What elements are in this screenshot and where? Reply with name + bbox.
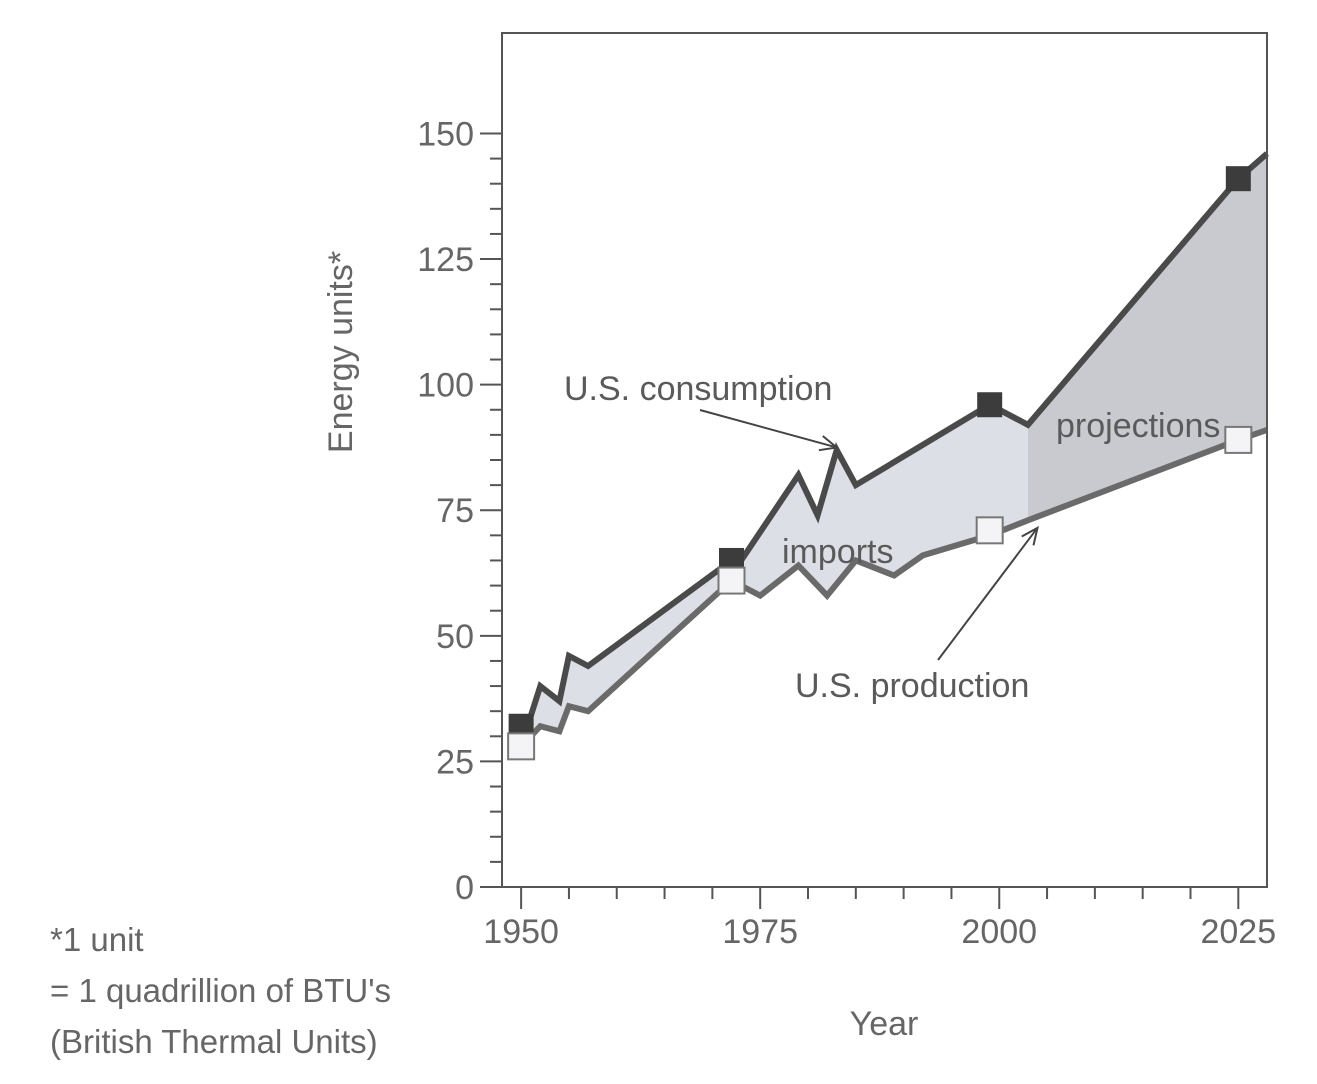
production-marker [717, 566, 746, 595]
y-tick-label: 0 [455, 869, 474, 907]
y-axis-title: Energy units* [322, 251, 360, 453]
series-markers [507, 166, 1253, 761]
x-tick-label: 1950 [483, 913, 559, 951]
footnote-unit: *1 unit [50, 921, 144, 958]
consumption-marker [977, 392, 1003, 418]
production-arrow-head [1021, 525, 1039, 546]
x-axis: 1950 1975 2000 2025 [483, 887, 1276, 951]
region-projections [1027, 153, 1267, 521]
x-tick-label: 2000 [961, 913, 1037, 951]
production-label: U.S. production [795, 667, 1029, 705]
consumption-arrow-head [818, 435, 840, 452]
x-axis-title: Year [850, 1005, 919, 1043]
region-imports [521, 404, 1028, 742]
y-tick-label: 125 [417, 241, 474, 279]
area-regions [521, 153, 1267, 742]
footnote-definition: = 1 quadrillion of BTU's [50, 972, 392, 1009]
consumption-label: U.S. consumption [564, 370, 832, 408]
footnote-btu: (British Thermal Units) [50, 1023, 378, 1060]
production-marker [975, 516, 1004, 545]
y-tick-label: 75 [436, 492, 474, 530]
production-arrow-line [937, 527, 1039, 661]
y-tick-label: 100 [417, 367, 474, 405]
consumption-marker [1225, 166, 1251, 192]
consumption-line [518, 151, 1269, 729]
x-tick-label: 2025 [1200, 913, 1276, 951]
production-marker [1224, 425, 1253, 454]
production-marker [507, 732, 536, 761]
annotation-arrows [699, 409, 1039, 661]
projections-label: projections [1056, 407, 1220, 445]
y-tick-label: 25 [436, 743, 474, 781]
y-tick-label: 50 [436, 618, 474, 656]
consumption-arrow-line [699, 409, 837, 449]
y-axis: 0 25 50 75 100 125 150 [417, 115, 502, 907]
x-tick-label: 1975 [722, 913, 798, 951]
imports-label: imports [782, 533, 893, 571]
y-tick-label: 150 [417, 115, 474, 153]
